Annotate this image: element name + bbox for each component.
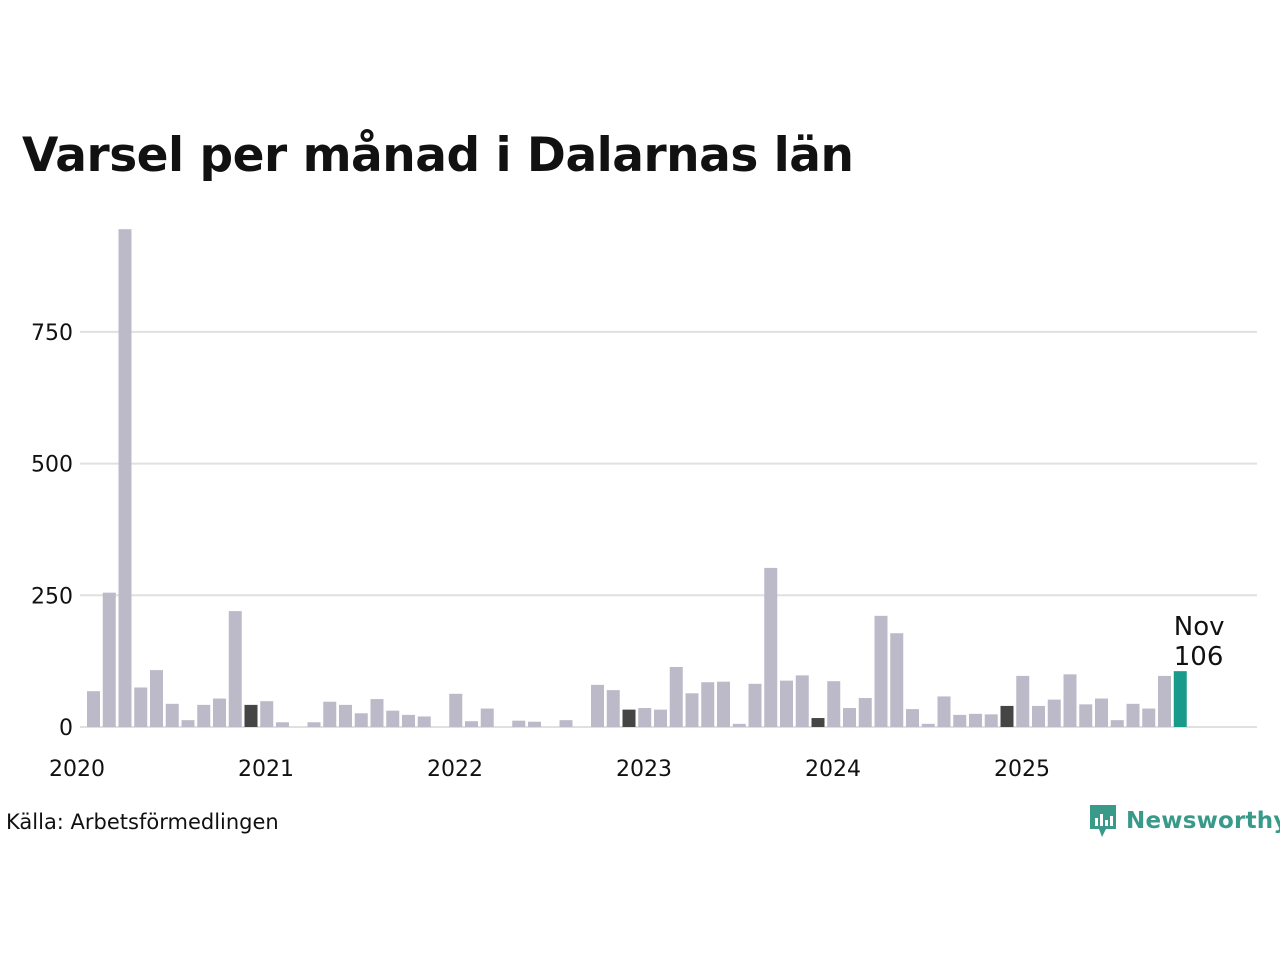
bar-2021-06 [354,713,368,727]
bar-2023-05 [717,681,730,727]
x-axis: 2020 2021 2022 2023 2024 2025 [49,757,1050,782]
y-tick-label: 250 [31,584,73,609]
bar-2020-03 [118,229,132,727]
bar-2024-01 [843,708,856,727]
bar-2023-04 [701,682,715,727]
bar-2025-09 [1158,675,1171,727]
bar-2022-04 [512,720,526,727]
x-tick-label-2021: 2021 [238,757,294,782]
bar-2020-11 [244,704,258,727]
bar-2024-07 [937,696,951,727]
bar-2023-09 [780,680,793,727]
x-tick-label-2022: 2022 [427,757,483,782]
y-tick-label: 750 [31,321,73,346]
bar-2024-10 [984,714,998,727]
bar-2024-06 [921,723,935,727]
bar-2025-05 [1095,698,1108,727]
brand-name: Newsworthy [1126,808,1280,834]
bar-2022-12 [638,708,652,727]
bar-2023-02 [669,666,683,727]
bar-2022-01 [465,721,478,727]
annotation-month: Nov [1174,612,1225,642]
bar-2020-01 [87,691,100,727]
bar-2022-10 [606,690,620,727]
bar-2021-09 [402,714,415,727]
bar-2025-02 [1047,699,1061,727]
bar-2020-05 [150,670,163,727]
bar-2021-08 [386,710,400,727]
bar-2022-11 [622,709,636,727]
bar-2021-01 [276,722,289,727]
bars [87,229,1187,727]
newsworthy-logo[interactable]: Newsworthy [1088,803,1280,839]
bar-2024-04 [890,633,904,727]
bar-2023-10 [795,675,809,727]
bar-2021-07 [370,699,384,727]
chart-title: Varsel per månad i Dalarnas län [22,128,854,183]
bar-2025-07 [1126,703,1140,727]
bar-2021-12 [449,693,463,727]
bar-2024-03 [874,615,888,727]
x-tick-label-2020: 2020 [49,757,105,782]
bar-2020-08 [197,704,211,727]
bar-2022-07 [559,720,573,727]
x-tick-label-2023: 2023 [616,757,672,782]
bar-2020-02 [102,592,116,727]
bar-2025-06 [1110,720,1124,727]
bar-2023-06 [732,723,746,727]
bar-2022-09 [591,684,604,727]
bar-2022-02 [480,708,494,727]
newsworthy-logo-icon [1090,805,1116,837]
source-note: Källa: Arbetsförmedlingen [6,810,279,834]
bar-2020-07 [181,720,195,727]
bar-2024-11 [1000,705,1014,727]
bar-2021-04 [323,701,337,727]
y-tick-label: 500 [31,453,73,478]
bar-2025-03 [1063,674,1077,727]
bar-2025-08 [1142,708,1156,727]
x-tick-label-2025: 2025 [994,757,1050,782]
bar-2024-02 [858,698,872,727]
bar-2021-10 [417,716,431,727]
bar-2023-03 [685,693,699,727]
bar-2021-05 [339,704,352,727]
bar-2022-05 [528,721,541,727]
bar-2025-04 [1079,704,1093,727]
bar-2023-12 [827,681,841,727]
bar-2024-08 [953,714,967,727]
bar-2025-10 [1173,671,1187,727]
gridlines [80,330,1257,728]
bar-2024-12 [1016,675,1030,727]
y-axis: 0 250 500 750 [31,321,73,741]
bar-2023-01 [654,709,667,727]
bar-2024-09 [969,713,982,727]
bar-2025-01 [1032,705,1045,727]
bar-2023-08 [764,567,778,727]
bar-2023-11 [811,718,825,727]
bar-2020-06 [165,703,179,727]
bar-2020-12 [260,701,274,727]
annotation-value: 106 [1174,642,1224,672]
x-tick-label-2024: 2024 [805,757,861,782]
y-tick-label: 0 [59,716,73,741]
bar-2020-09 [213,698,226,727]
bar-2023-07 [748,683,762,727]
bar-2021-03 [307,722,321,727]
bar-2020-04 [134,687,148,727]
bar-2020-10 [228,611,242,727]
bar-2024-05 [906,709,919,727]
